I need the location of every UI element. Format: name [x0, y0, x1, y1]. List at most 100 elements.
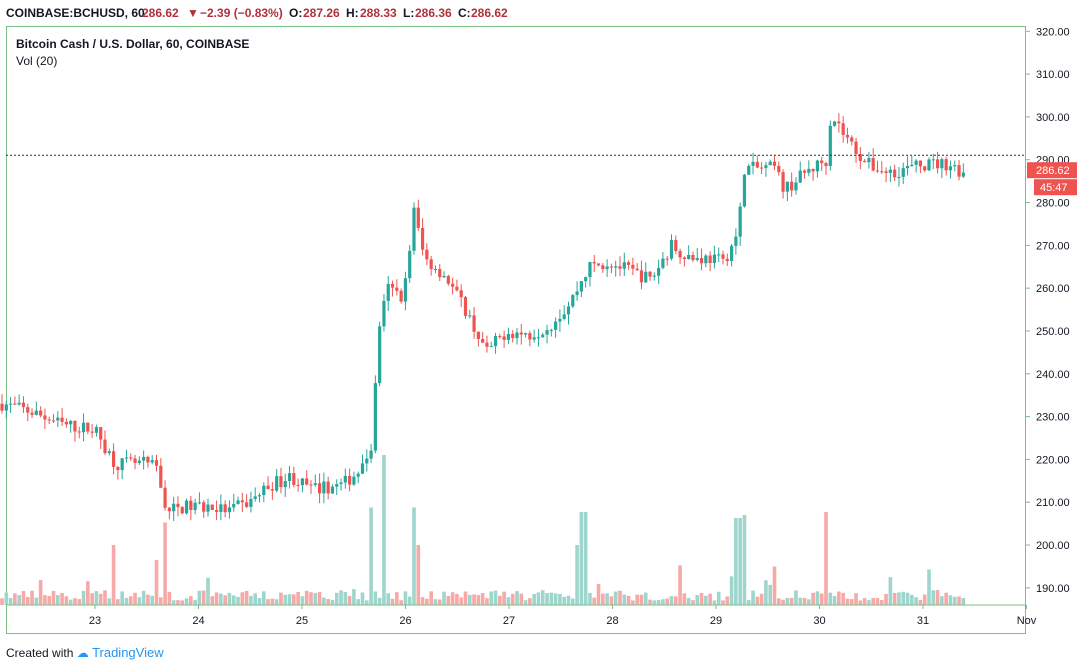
candle-body [378, 326, 382, 384]
candle-body [159, 465, 163, 488]
candle-body [935, 159, 940, 169]
volume-bar [197, 590, 202, 605]
volume-bar [669, 596, 674, 605]
volume-bar [133, 592, 137, 605]
candle-body [446, 275, 450, 284]
candle-body [399, 290, 403, 302]
candle-body [768, 161, 772, 166]
candle-body [257, 495, 262, 497]
volume-bar [613, 591, 618, 605]
volume-bar [244, 590, 249, 605]
last-price: 286.62 [142, 6, 179, 20]
volume-bar [489, 591, 494, 605]
candle-body [309, 484, 313, 486]
volume-bar [545, 593, 549, 605]
volume-bar [201, 590, 206, 605]
volume-bar [549, 592, 554, 605]
candle-body [120, 458, 124, 471]
candle-body [523, 333, 528, 335]
candle-body [682, 257, 686, 260]
volume-bar [163, 522, 167, 605]
volume-bar [643, 592, 648, 605]
volume-bar [631, 600, 635, 605]
candle-body [184, 500, 189, 514]
candle-body [21, 402, 26, 408]
price-axis[interactable]: 320.00310.00300.00290.00280.00270.00260.… [1026, 26, 1070, 595]
volume-bar [364, 600, 369, 605]
volume-bar [377, 597, 382, 605]
volume-bar [296, 591, 300, 605]
candle-body [433, 268, 438, 270]
volume-bar [38, 579, 43, 605]
candle-body [738, 206, 742, 237]
price-tick-label: 200.00 [1036, 540, 1070, 552]
volume-bar [905, 592, 910, 605]
candle-body [695, 258, 699, 261]
volume-bar [390, 598, 395, 605]
volume-bar [98, 593, 103, 605]
volume-bar [261, 591, 266, 605]
close-label: C: [458, 6, 471, 20]
volume-bar [43, 595, 47, 605]
volume-bar [961, 598, 966, 605]
down-arrow-icon: ▼ [187, 6, 199, 20]
volume-bar [227, 592, 232, 605]
volume-bar [837, 591, 841, 605]
candle-body [429, 259, 433, 270]
candle-body [639, 270, 644, 283]
candle-body [699, 258, 704, 264]
volume-bar [867, 600, 871, 605]
candle-body [871, 158, 875, 171]
low-value: 286.36 [415, 6, 452, 20]
candle-body [592, 262, 596, 264]
candle-body [910, 164, 914, 166]
volume-bar [81, 590, 86, 605]
candle-body [455, 286, 459, 291]
candle-body [661, 258, 665, 268]
time-axis[interactable]: 23 24 25 26 27 28 29 30 31 Nov [6, 604, 1037, 627]
candle-body [897, 176, 901, 178]
candle-body [515, 332, 519, 339]
candle-body [206, 504, 210, 512]
candle-body [369, 450, 373, 459]
volume-bar [708, 593, 712, 605]
volume-bar [300, 596, 305, 605]
volume-bar [849, 599, 854, 605]
candle-body [8, 403, 13, 405]
volume-bar [347, 595, 352, 605]
candle-body [317, 483, 322, 494]
candle-body [356, 473, 360, 477]
volume-bar [695, 595, 700, 605]
volume-bar [523, 600, 528, 605]
volume-bar [716, 591, 721, 605]
volume-bar [86, 581, 90, 605]
candle-body [425, 249, 429, 260]
volume-bar [661, 599, 665, 605]
volume-bar [326, 599, 330, 605]
candle-body [790, 181, 794, 191]
candle-body [240, 500, 244, 503]
candle-body [905, 165, 910, 169]
tradingview-brand[interactable]: TradingView [92, 645, 164, 660]
volume-bar [407, 596, 412, 605]
volume-bar [802, 597, 807, 605]
volume-bar [442, 591, 446, 605]
volume-bar [918, 599, 923, 605]
candle-body [390, 283, 395, 288]
candle-body [558, 318, 562, 322]
volume-bar [498, 595, 502, 605]
volume-bar [506, 597, 511, 605]
candle-body [210, 504, 214, 510]
candle-body [468, 315, 472, 317]
candle-body [146, 456, 150, 463]
volume-bar [476, 595, 481, 605]
symbol-label: COINBASE:BCHUSD, 60 [6, 6, 145, 20]
volume-bar [249, 595, 253, 605]
volume-bar [253, 593, 258, 605]
candle-body [549, 329, 553, 331]
candle-body [940, 159, 944, 169]
volume-bar [64, 596, 69, 605]
volume-bar [944, 592, 948, 605]
volume-bar [575, 545, 579, 605]
